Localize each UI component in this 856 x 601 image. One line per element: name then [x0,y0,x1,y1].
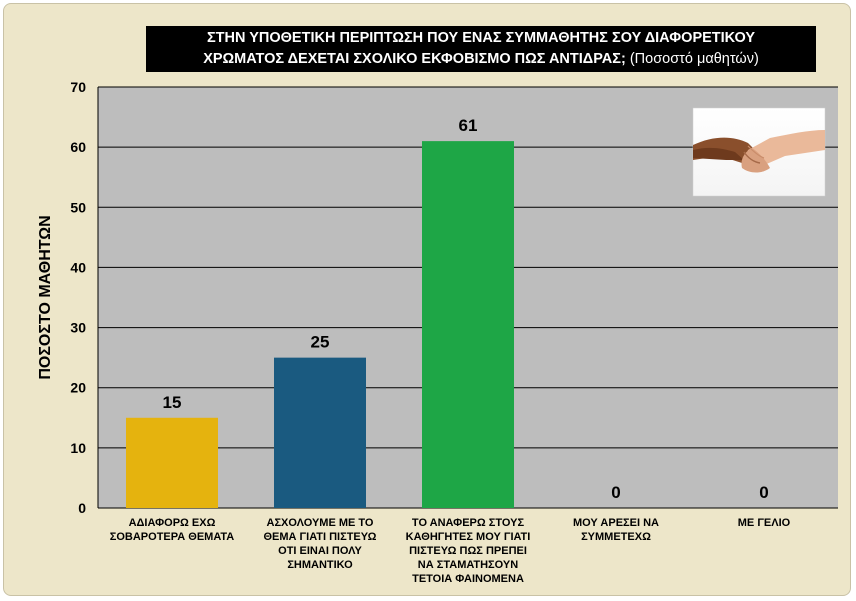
bar [274,357,366,508]
y-tick-label: 20 [70,380,86,396]
chart-subtitle: (Ποσοστό μαθητών) [629,51,759,67]
data-label: 0 [759,483,768,502]
x-category-label: ΜΟΥ ΑΡΕΣΕΙ ΝΑ ΣΥΜΜΕΤΕΧΩ [573,517,659,543]
data-label: 15 [163,393,182,412]
y-tick-label: 70 [70,79,86,95]
y-tick-label: 50 [70,199,86,215]
x-category-label: ΜΕ ΓΕΛΙΟ [738,517,791,529]
y-tick-label: 0 [78,500,86,516]
data-label: 25 [311,333,330,352]
handshake-photo [692,107,826,197]
bar [422,141,514,508]
x-axis-categories: ΑΔΙΑΦΟΡΩ ΕΧΩ ΣΟΒΑΡΟΤΕΡΑ ΘΕΜΑΤΑ ΑΣΧΟΛΟΥΜΕ Μ… [110,517,791,585]
y-tick-label: 10 [70,440,86,456]
value-labels: 15 25 61 0 0 [163,116,769,502]
x-category-label: ΤΟ ΑΝΑΦΕΡΩ ΣΤΟΥΣ ΚΑΘΗΓΗΤΕΣ ΜΟΥ ΓΙΑΤΙ ΠΙΣΤΕ… [406,517,531,585]
chart-title: ΣΤΗΝ ΥΠΟΘΕΤΙΚΗ ΠΕΡΙΠΤΩΣΗ ΠΟΥ ΕΝΑΣ ΣΥΜΜΑΘ… [146,26,816,72]
data-label: 0 [611,483,620,502]
y-tick-label: 60 [70,139,86,155]
data-label: 61 [459,116,478,135]
chart-title-line2: ΧΡΩΜΑΤΟΣ ΔΕΧΕΤΑΙ ΣΧΟΛΙΚΟ ΕΚΦΟΒΙΣΜΟ ΠΩΣ Α… [203,51,626,67]
x-category-label: ΑΔΙΑΦΟΡΩ ΕΧΩ ΣΟΒΑΡΟΤΕΡΑ ΘΕΜΑΤΑ [110,517,235,543]
bar [126,417,218,508]
y-axis-ticks: 0 10 20 30 40 50 60 70 [70,79,86,516]
bars [126,141,514,508]
chart-title-line1: ΣΤΗΝ ΥΠΟΘΕΤΙΚΗ ΠΕΡΙΠΤΩΣΗ ΠΟΥ ΕΝΑΣ ΣΥΜΜΑΘ… [206,30,756,46]
y-tick-label: 30 [70,320,86,336]
y-tick-label: 40 [70,259,86,275]
y-axis-title: ΠΟΣΟΣΤΟ ΜΑΘΗΤΩΝ [37,215,54,379]
x-category-label: ΑΣΧΟΛΟΥΜΕ ΜΕ ΤΟ ΘΕΜΑ ΓΙΑΤΙ ΠΙΣΤΕΥΩ ΟΤΙ ΕΙΝ… [264,517,377,571]
